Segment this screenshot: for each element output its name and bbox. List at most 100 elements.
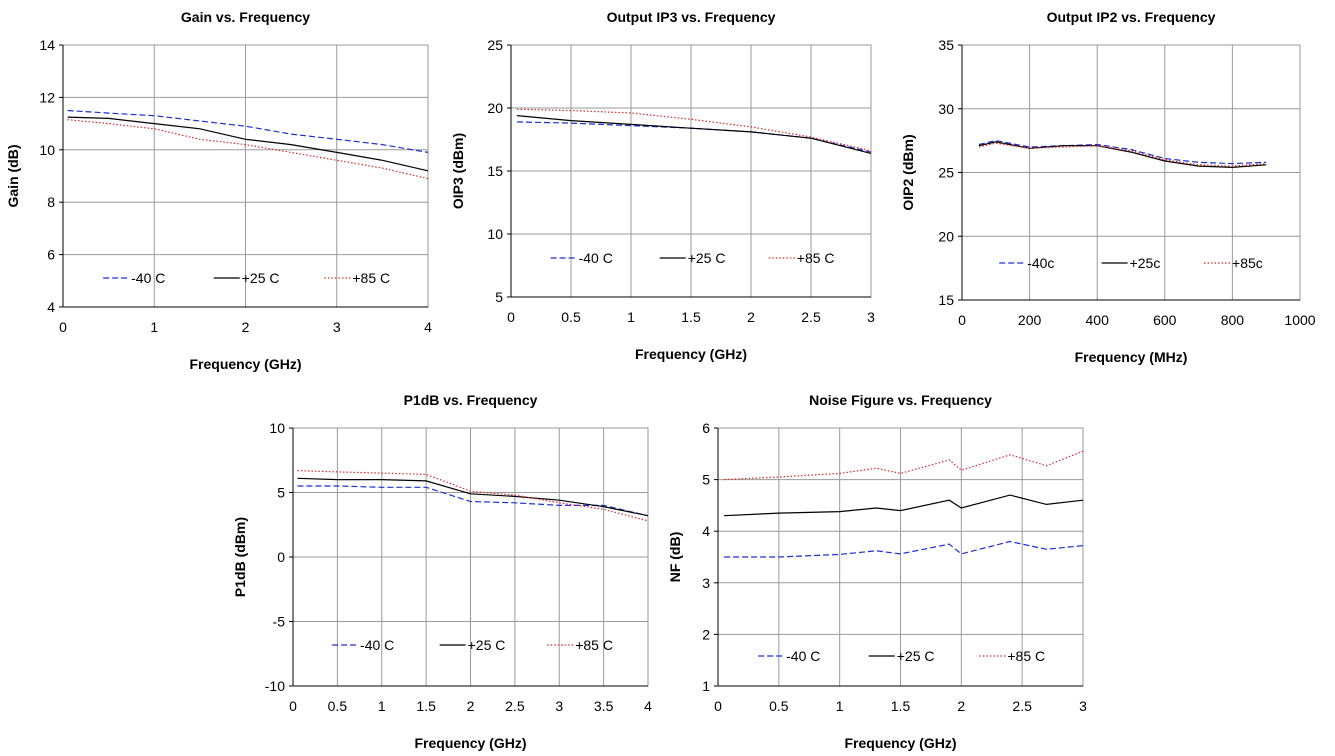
legend-label: +85c (1232, 255, 1263, 271)
x-tick-label: 1.5 (416, 698, 436, 714)
series-line-3 (67, 119, 429, 180)
chart-title: Output IP2 vs. Frequency (1047, 9, 1216, 25)
y-axis-label: NF (dB) (667, 532, 683, 583)
series-line-3 (978, 142, 1267, 167)
legend-label: -40 C (786, 648, 820, 664)
series-line-1 (724, 540, 1084, 558)
y-tick-label: 5 (702, 472, 710, 488)
y-axis-label: OIP3 (dBm) (450, 133, 466, 209)
y-tick-label: 5 (277, 485, 285, 501)
x-tick-label: 1 (627, 309, 635, 325)
y-tick-label: 4 (702, 523, 710, 539)
x-tick-label: 600 (1153, 312, 1177, 328)
x-tick-label: 1.5 (891, 698, 911, 714)
y-tick-label: 12 (39, 89, 55, 105)
legend-label: +25 C (468, 637, 506, 653)
chart-4: 0 0.5 1 1.5 2 2.5 3 3.5 4 -10 -5 0 5 10 -40 C +25 C +85 … (232, 392, 652, 751)
series-line-3 (724, 450, 1084, 481)
legend-label: +25 C (242, 270, 280, 286)
y-tick-label: 8 (47, 194, 55, 210)
x-tick-label: 2 (242, 319, 250, 335)
chart-title: Noise Figure vs. Frequency (809, 392, 992, 408)
y-tick-label: 35 (938, 37, 954, 53)
y-tick-label: 10 (487, 226, 503, 242)
x-axis-label: Frequency (GHz) (844, 735, 956, 751)
legend-label: +85 C (797, 250, 835, 266)
y-tick-label: -10 (265, 678, 285, 694)
y-tick-label: 6 (47, 247, 55, 263)
x-tick-label: 0 (59, 319, 67, 335)
x-tick-label: 0.5 (769, 698, 789, 714)
x-tick-label: 3 (1079, 698, 1087, 714)
series-line-1 (516, 121, 872, 153)
series-line-2 (297, 477, 649, 517)
y-tick-label: 5 (495, 289, 503, 305)
y-tick-label: 25 (938, 165, 954, 181)
y-tick-label: 3 (702, 575, 710, 591)
y-tick-label: 15 (938, 292, 954, 308)
x-tick-label: 0 (958, 312, 966, 328)
series-line-3 (516, 108, 872, 152)
y-tick-label: 15 (487, 163, 503, 179)
x-tick-label: 2.5 (801, 309, 821, 325)
x-tick-label: 4 (424, 319, 432, 335)
x-tick-label: 1 (836, 698, 844, 714)
x-tick-label: 800 (1221, 312, 1245, 328)
legend-label: -40c (1027, 255, 1054, 271)
series-line-2 (516, 115, 872, 154)
y-tick-label: 6 (702, 420, 710, 436)
chart-5: 0 0.5 1 1.5 2 2.5 3 1 2 3 4 5 6 -40 C +25 C +85 C Noise … (667, 392, 1087, 751)
x-tick-label: 2.5 (1012, 698, 1032, 714)
legend-label: +85 C (1007, 648, 1045, 664)
y-tick-label: 20 (938, 228, 954, 244)
y-tick-label: 0 (277, 549, 285, 565)
y-axis-label: Gain (dB) (5, 145, 21, 208)
legend-label: +25 C (897, 648, 935, 664)
series-line-2 (978, 141, 1267, 169)
x-tick-label: 1000 (1284, 312, 1315, 328)
y-axis-label: P1dB (dBm) (232, 517, 248, 597)
legend-label: -40 C (131, 270, 165, 286)
x-tick-label: 0.5 (561, 309, 581, 325)
x-tick-label: 0 (714, 698, 722, 714)
legend-label: +25 C (688, 250, 726, 266)
y-tick-label: 25 (487, 37, 503, 53)
chart-title: Gain vs. Frequency (181, 9, 310, 25)
x-tick-label: 1.5 (681, 309, 701, 325)
series-line-2 (67, 116, 429, 172)
x-tick-label: 3 (867, 309, 875, 325)
series-line-2 (724, 494, 1084, 517)
series-line-1 (978, 139, 1267, 165)
legend-label: +85 C (352, 270, 390, 286)
y-tick-label: -5 (273, 614, 286, 630)
x-tick-label: 4 (644, 698, 652, 714)
x-tick-label: 1 (150, 319, 158, 335)
x-tick-label: 0 (289, 698, 297, 714)
x-tick-label: 2.5 (505, 698, 525, 714)
legend-label: +25c (1130, 255, 1161, 271)
y-tick-label: 30 (938, 101, 954, 117)
chart-title: P1dB vs. Frequency (404, 392, 538, 408)
series-line-1 (297, 485, 649, 517)
y-tick-label: 20 (487, 100, 503, 116)
chart-2: 0 0.5 1 1.5 2 2.5 3 5 10 15 20 25 -40 C +25 C +85 C Out… (450, 9, 875, 362)
x-tick-label: 2 (467, 698, 475, 714)
y-axis-label: OIP2 (dBm) (900, 134, 916, 210)
x-tick-label: 2 (747, 309, 755, 325)
x-axis-label: Frequency (GHz) (635, 346, 747, 362)
x-axis-label: Frequency (MHz) (1075, 349, 1188, 365)
legend-label: -40 C (579, 250, 613, 266)
chart-title: Output IP3 vs. Frequency (607, 9, 776, 25)
x-tick-label: 3 (333, 319, 341, 335)
y-tick-label: 2 (702, 626, 710, 642)
series-line-1 (67, 109, 429, 153)
x-tick-label: 3 (555, 698, 563, 714)
y-tick-label: 10 (39, 142, 55, 158)
chart-3: 0 200 400 600 800 1000 15 20 25 30 35 -40c +25c +85c O… (900, 9, 1316, 365)
x-tick-label: 1 (378, 698, 386, 714)
x-tick-label: 3.5 (594, 698, 614, 714)
x-tick-label: 0.5 (328, 698, 348, 714)
x-tick-label: 200 (1018, 312, 1042, 328)
